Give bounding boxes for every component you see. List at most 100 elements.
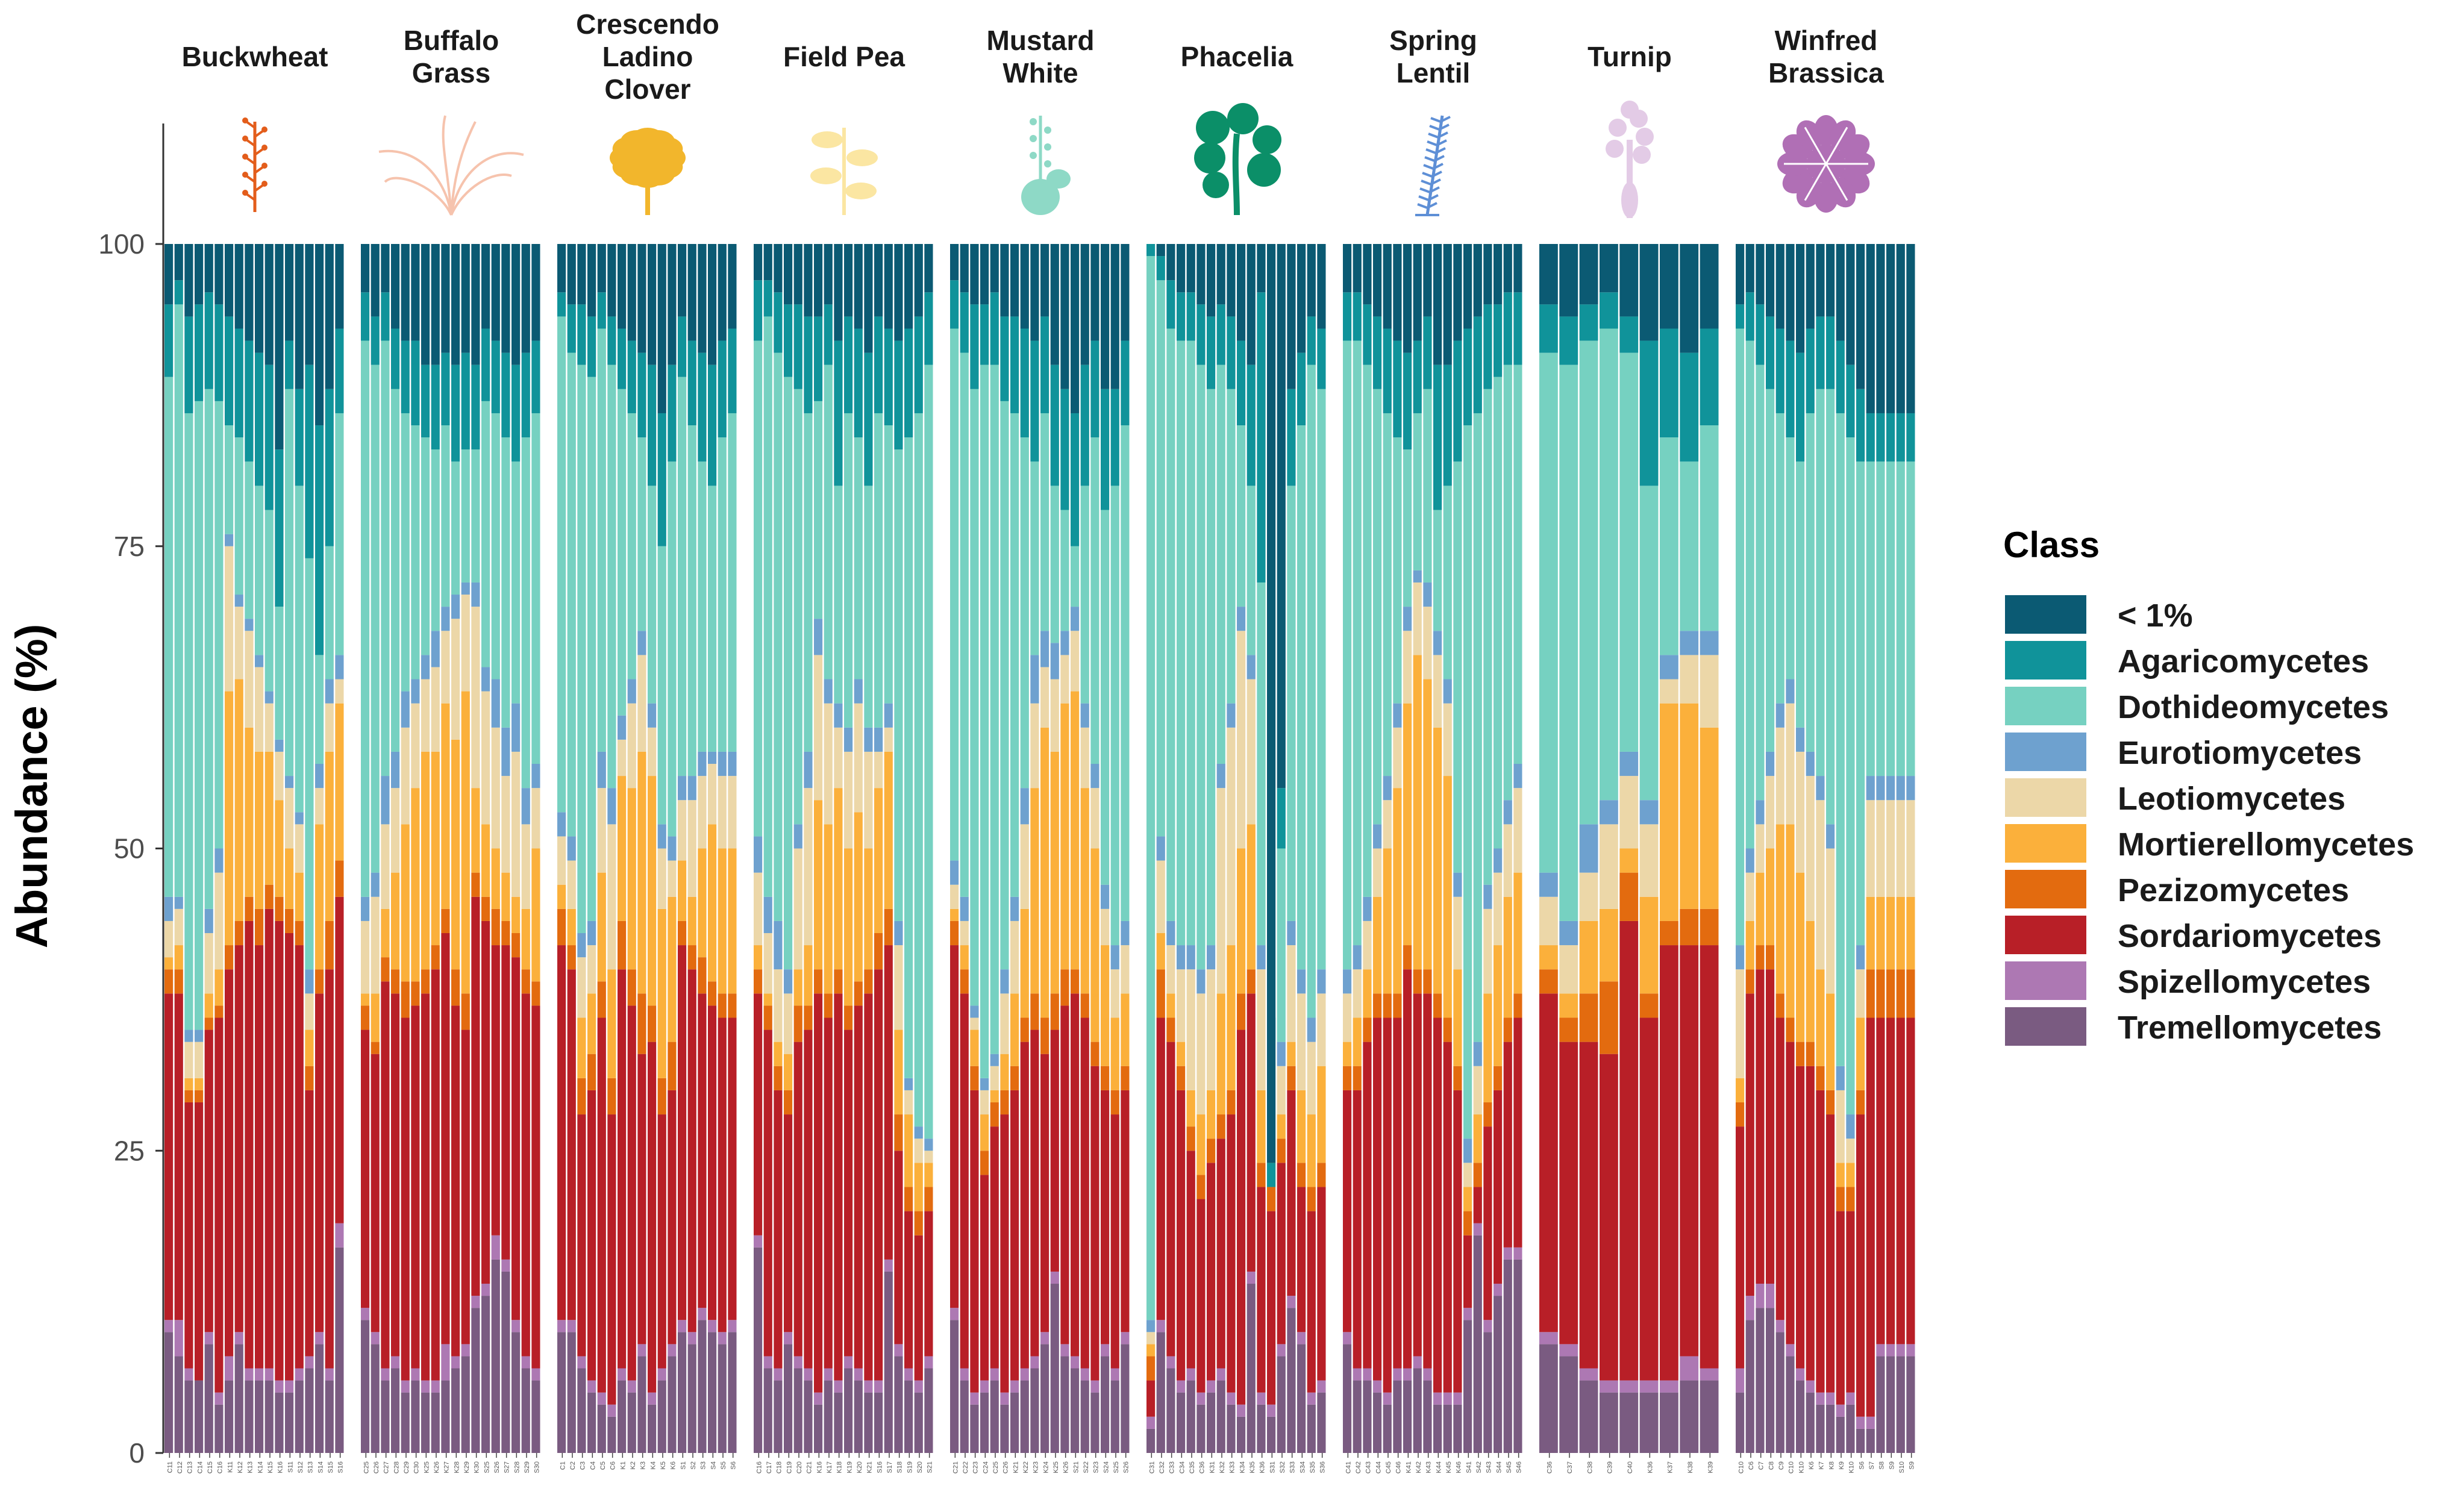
bar-segment bbox=[531, 1368, 540, 1381]
bar-segment bbox=[1766, 751, 1775, 776]
bar-segment bbox=[1600, 981, 1618, 1054]
bar-segment bbox=[371, 316, 380, 365]
bar-segment bbox=[1680, 1380, 1699, 1453]
grass-icon-part bbox=[384, 177, 452, 216]
bar-segment bbox=[421, 969, 430, 994]
bar-segment bbox=[1433, 655, 1442, 728]
bar-segment bbox=[234, 920, 243, 946]
bar-segment bbox=[1433, 727, 1442, 994]
bar-segment bbox=[481, 244, 490, 329]
bar-segment bbox=[1503, 824, 1512, 897]
sample-label: S26 bbox=[1123, 1461, 1130, 1473]
bar-segment bbox=[381, 957, 390, 982]
buckwheat-plant-icon-part bbox=[242, 117, 248, 123]
bar-segment bbox=[431, 631, 440, 667]
bar-segment bbox=[1619, 316, 1639, 353]
bar-segment bbox=[854, 679, 863, 704]
bar-segment bbox=[618, 244, 627, 329]
sample-label: C35 bbox=[1189, 1461, 1196, 1473]
sample-label: S8 bbox=[1878, 1461, 1886, 1469]
bar-segment bbox=[1766, 316, 1775, 389]
bar-segment bbox=[990, 1126, 999, 1369]
bar-segment bbox=[1060, 244, 1069, 389]
bar-segment bbox=[1786, 340, 1795, 438]
bar-segment bbox=[1186, 1380, 1195, 1453]
bar-segment bbox=[990, 1090, 999, 1102]
bar-segment bbox=[557, 908, 566, 946]
bar-segment bbox=[1373, 244, 1382, 317]
bar-segment bbox=[305, 969, 314, 994]
bar-segment bbox=[1186, 1151, 1195, 1369]
sample-label: S41 bbox=[1465, 1461, 1472, 1473]
sample-label: C43 bbox=[1365, 1461, 1372, 1473]
bar-segment bbox=[648, 776, 657, 1006]
bar-segment bbox=[1110, 1017, 1119, 1090]
bar-segment bbox=[793, 1356, 802, 1369]
bar-segment bbox=[1403, 969, 1412, 1369]
legend: Class < 1%AgaricomycetesDothideomycetesE… bbox=[2003, 525, 2414, 1046]
bar-segment bbox=[1639, 1017, 1659, 1381]
bar-segment bbox=[627, 1005, 636, 1381]
bar-segment bbox=[960, 352, 969, 897]
phacelia-plant-icon-part bbox=[1227, 103, 1259, 134]
bar-segment bbox=[315, 425, 324, 655]
bar-segment bbox=[990, 1066, 999, 1090]
lentil-plant-icon-part bbox=[1424, 155, 1445, 162]
bar-segment bbox=[1146, 1428, 1156, 1453]
sample-label: K35 bbox=[1249, 1461, 1256, 1473]
bar-segment bbox=[914, 244, 923, 317]
bar-segment bbox=[1503, 1259, 1512, 1453]
bar-segment bbox=[1453, 969, 1462, 1066]
bar-segment bbox=[1816, 389, 1825, 776]
facet-title: Turnip bbox=[1587, 41, 1672, 72]
bar-segment bbox=[1237, 1029, 1246, 1405]
bar-segment bbox=[1050, 643, 1059, 679]
sample-label: C31 bbox=[1148, 1461, 1156, 1473]
bar-segment bbox=[970, 244, 979, 305]
bar-segment bbox=[1156, 256, 1165, 281]
bar-segment bbox=[874, 788, 883, 933]
bar-segment bbox=[1796, 727, 1805, 752]
bar-segment bbox=[1736, 1392, 1745, 1453]
bar-segment bbox=[1619, 848, 1639, 873]
bar-segment bbox=[381, 1380, 390, 1453]
bar-segment bbox=[698, 352, 707, 462]
bar-segment bbox=[1745, 848, 1754, 873]
bar-segment bbox=[1443, 486, 1452, 679]
clover-flower-icon bbox=[610, 128, 686, 215]
bar-segment bbox=[1040, 667, 1049, 728]
bar-segment bbox=[864, 848, 873, 970]
bar-segment bbox=[471, 896, 480, 1296]
bar-segment bbox=[305, 1356, 314, 1369]
sample-label: K8 bbox=[1828, 1461, 1835, 1469]
bar-segment bbox=[1383, 413, 1392, 776]
bar-segment bbox=[1060, 631, 1069, 655]
lentil-plant-icon-part bbox=[1417, 202, 1437, 209]
grass-icon-part bbox=[442, 115, 452, 216]
bar-segment bbox=[834, 993, 843, 1381]
bar-segment bbox=[1579, 1042, 1598, 1369]
sample-label: S12 bbox=[297, 1461, 304, 1473]
sample-label: C1 bbox=[559, 1461, 566, 1470]
bar-segment bbox=[521, 908, 530, 970]
bar-segment bbox=[255, 751, 264, 909]
bar-segment bbox=[1000, 1404, 1009, 1453]
bar-segment bbox=[521, 1356, 530, 1369]
bar-segment bbox=[814, 244, 823, 317]
bar-segment bbox=[1846, 1139, 1855, 1163]
bar-segment bbox=[627, 969, 636, 1006]
buckwheat-plant-icon-part bbox=[254, 184, 264, 192]
buckwheat-plant-icon-part bbox=[261, 127, 267, 133]
bar-segment bbox=[1443, 1017, 1452, 1042]
bar-segment bbox=[1277, 788, 1286, 849]
bar-segment bbox=[1453, 872, 1462, 897]
bar-segment bbox=[1000, 1054, 1009, 1090]
bar-segment bbox=[980, 1380, 989, 1393]
bar-segment bbox=[305, 1066, 314, 1090]
bar-segment bbox=[1257, 1163, 1266, 1187]
bar-segment bbox=[1177, 969, 1186, 1042]
bar-segment bbox=[814, 1404, 823, 1453]
bar-segment bbox=[1030, 993, 1039, 1030]
bar-segment bbox=[1267, 1211, 1276, 1405]
bar-segment bbox=[774, 244, 783, 293]
